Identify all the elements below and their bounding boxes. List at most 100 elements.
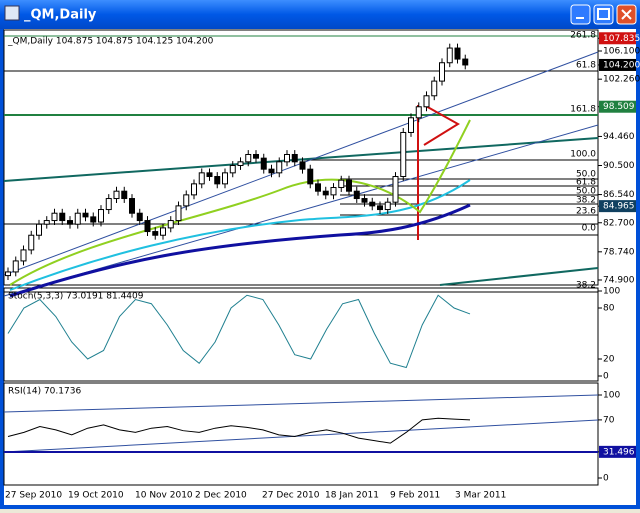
- fib-label: 100.0: [570, 150, 596, 160]
- main-pane: [3, 29, 599, 286]
- candle: [5, 271, 11, 277]
- candle: [113, 190, 120, 200]
- candle: [253, 153, 259, 159]
- price-label: 82.700: [603, 218, 635, 228]
- moving-average: [9, 179, 471, 291]
- maximize-icon: [597, 8, 610, 20]
- candle: [284, 153, 290, 163]
- candle: [43, 220, 50, 225]
- price-box: [599, 200, 636, 213]
- close-icon: [621, 9, 632, 20]
- trend-line: [3, 137, 599, 182]
- date-label: 18 Jan 2011: [325, 491, 379, 501]
- price-label: 86.540: [603, 190, 635, 200]
- price-label: 74.900: [603, 276, 635, 286]
- stoch-pane: [3, 287, 599, 382]
- candle: [222, 172, 228, 185]
- candle: [462, 58, 469, 66]
- moving-average: [9, 119, 471, 286]
- osc-label: 0: [603, 372, 609, 382]
- candle: [276, 161, 283, 174]
- candle: [299, 161, 306, 170]
- candle: [237, 161, 244, 167]
- price-label: 84.965: [603, 202, 635, 212]
- moving-average: [9, 203, 471, 298]
- price-box: [599, 100, 636, 113]
- osc-label: 20: [603, 355, 615, 365]
- main-header: _QM,Daily 104.875 104.875 104.125 104.20…: [7, 37, 214, 47]
- candle: [423, 95, 430, 108]
- osc-label: 31.496: [603, 447, 635, 457]
- price-label: 90.500: [603, 161, 635, 171]
- fib-label: 0.0: [582, 224, 597, 234]
- candle: [12, 260, 19, 273]
- rsi-channel: [3, 419, 599, 453]
- candle: [377, 205, 383, 211]
- candle: [260, 157, 267, 170]
- candle: [198, 172, 205, 185]
- candle: [206, 172, 213, 178]
- candle: [82, 212, 89, 218]
- rsi-line: [7, 417, 471, 444]
- candle: [28, 234, 35, 251]
- candle: [136, 212, 143, 222]
- chart-area: [4, 29, 636, 505]
- candle: [268, 168, 275, 174]
- candle: [338, 179, 345, 189]
- candle: [20, 249, 27, 262]
- candle: [408, 117, 414, 133]
- candle: [439, 62, 445, 82]
- price-box: [599, 58, 636, 71]
- price-label: 102.260: [603, 75, 640, 85]
- date-label: 19 Oct 2010: [68, 491, 124, 501]
- date-label: 10 Nov 2010: [135, 491, 193, 501]
- pennant: [423, 104, 460, 146]
- maximize-button[interactable]: [593, 4, 614, 25]
- candle: [446, 47, 453, 64]
- minimize-button[interactable]: [570, 4, 591, 25]
- candle: [160, 227, 166, 236]
- candle: [392, 176, 399, 203]
- date-label: 3 Mar 2011: [455, 491, 506, 501]
- drawing-objects: [3, 35, 599, 453]
- rsi-header: RSI(14) 70.1736: [8, 387, 81, 397]
- rsi-pane: [3, 382, 599, 486]
- trend-line: [439, 267, 599, 286]
- candle: [369, 201, 376, 207]
- fib-label: 161.8: [570, 105, 596, 115]
- fib-label: 38.2: [576, 196, 596, 206]
- osc-label: 100: [603, 287, 620, 297]
- candle: [431, 80, 438, 97]
- fib-label: 50.0: [576, 170, 596, 180]
- candle: [167, 220, 174, 229]
- candle: [307, 168, 314, 185]
- price-label: 78.740: [603, 247, 635, 257]
- window-icon: [4, 5, 20, 21]
- candle: [245, 153, 252, 163]
- candle: [346, 179, 352, 192]
- candle: [353, 190, 360, 200]
- candle: [129, 198, 135, 214]
- fib-label: 38.2: [576, 281, 596, 291]
- fib-label: 61.8: [576, 178, 596, 188]
- candle: [384, 201, 391, 211]
- candle: [98, 209, 104, 223]
- candle: [229, 165, 236, 174]
- candle: [51, 212, 58, 222]
- candle: [74, 212, 81, 225]
- fib-label: 50.0: [576, 187, 596, 197]
- candle: [144, 220, 151, 233]
- date-label: 27 Sep 2010: [5, 491, 62, 501]
- candle: [291, 153, 298, 163]
- candle: [90, 216, 97, 223]
- osc-box: [599, 445, 636, 458]
- osc-label: 80: [603, 304, 615, 314]
- candle: [330, 187, 337, 196]
- price-box: [599, 32, 636, 45]
- osc-label: 70: [603, 415, 615, 425]
- title-bar: [0, 0, 640, 29]
- date-label: 2 Dec 2010: [195, 491, 247, 501]
- candle: [415, 106, 422, 119]
- candle: [67, 220, 73, 225]
